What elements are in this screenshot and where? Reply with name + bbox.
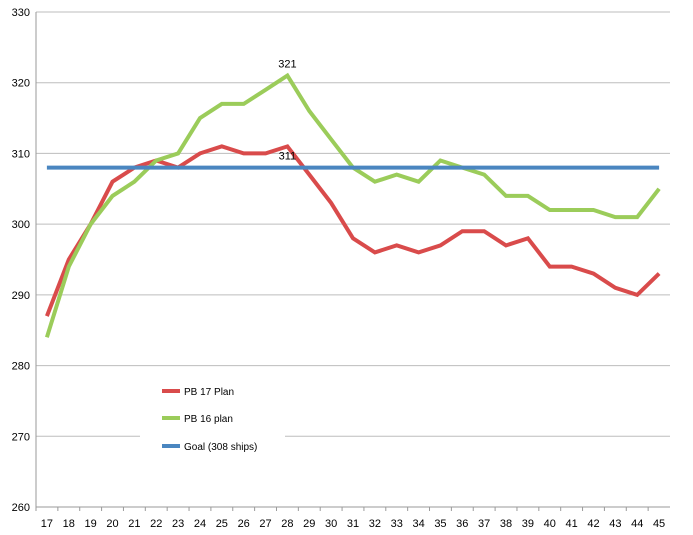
- y-tick-label: 310: [12, 148, 30, 160]
- x-tick-label: 25: [216, 518, 228, 530]
- x-tick-label: 36: [456, 518, 468, 530]
- x-tick-label: 26: [238, 518, 250, 530]
- x-tick-label: 31: [347, 518, 359, 530]
- grid-lines: [36, 11, 670, 437]
- series-lines: [44, 72, 661, 338]
- legend: PB 17 Plan PB 16 plan Goal (308 ships): [140, 370, 285, 468]
- x-tick-label: 29: [303, 518, 315, 530]
- x-tick-label: 19: [85, 518, 97, 530]
- x-tick-label: 44: [631, 518, 643, 530]
- series-line-pb17-plan: [45, 144, 661, 317]
- x-tick-label: 28: [281, 518, 293, 530]
- x-tick-label: 20: [106, 518, 118, 530]
- y-tick-label: 300: [12, 219, 30, 231]
- x-tick-label: 27: [259, 518, 271, 530]
- x-tick-label: 41: [565, 518, 577, 530]
- x-tick-label: 42: [587, 518, 599, 530]
- x-tick-label: 22: [150, 518, 162, 530]
- y-tick-label: 320: [12, 78, 30, 90]
- x-tick-label: 38: [500, 518, 512, 530]
- x-tick-label: 30: [325, 518, 337, 530]
- x-tick-label: 39: [522, 518, 534, 530]
- series-line-pb16-plan: [44, 72, 661, 338]
- x-tick-label: 24: [194, 518, 206, 530]
- y-tick-labels: 260 270 280 290 300 310 320 330: [12, 7, 30, 514]
- legend-label-goal: Goal (308 ships): [184, 442, 257, 453]
- x-tick-labels: 17 18 19 20 21 22 23 24 25 26 27 28 29 30 31 32 33 34 35 36…: [41, 518, 665, 530]
- x-tick-label: 37: [478, 518, 490, 530]
- y-tick-label: 280: [12, 361, 30, 373]
- x-tick-label: 32: [369, 518, 381, 530]
- x-tick-label: 34: [412, 518, 424, 530]
- x-tick-label: 40: [544, 518, 556, 530]
- data-labels: 321 311: [278, 59, 296, 163]
- y-tick-label: 260: [12, 502, 30, 514]
- x-tick-label: 45: [653, 518, 665, 530]
- legend-label-pb17: PB 17 Plan: [184, 387, 234, 398]
- y-tick-label: 270: [12, 431, 30, 443]
- x-tick-label: 23: [172, 518, 184, 530]
- y-tick-label: 330: [12, 7, 30, 19]
- data-label: 321: [278, 59, 296, 71]
- x-tick-label: 18: [63, 518, 75, 530]
- x-tick-label: 33: [391, 518, 403, 530]
- x-tick-label: 17: [41, 518, 53, 530]
- y-tick-label: 290: [12, 290, 30, 302]
- legend-label-pb16: PB 16 plan: [184, 414, 233, 425]
- x-tick-label: 43: [609, 518, 621, 530]
- x-tick-label: 35: [434, 518, 446, 530]
- data-label: 311: [279, 151, 297, 163]
- axes: [35, 12, 670, 511]
- x-tick-label: 21: [128, 518, 140, 530]
